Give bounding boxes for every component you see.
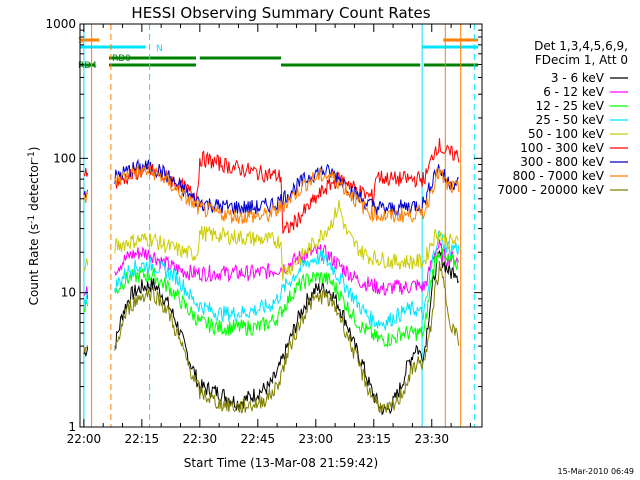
legend-label-6-12-kev: 6 - 12 keV — [543, 85, 605, 99]
y-axis-label: Count Rate (s-1 detector-1) — [27, 147, 41, 306]
legend-header-line-1: Det 1,3,4,5,6,9, — [534, 39, 628, 53]
flag-label-s: S — [78, 36, 84, 46]
legend: Det 1,3,4,5,6,9, FDecim 1, Att 0 3 - 6 k… — [497, 39, 628, 197]
series-line-50-100-kev — [83, 258, 89, 271]
y-ticks: 1 10 100 1000 — [45, 17, 482, 434]
x-tick-label: 22:15 — [125, 432, 160, 446]
boundary-lines — [83, 24, 475, 427]
x-tick-label: 22:30 — [183, 432, 218, 446]
x-tick-label: 23:15 — [356, 432, 391, 446]
legend-label-7000-20000-kev: 7000 - 20000 keV — [497, 183, 604, 197]
y-tick-label: 1 — [68, 420, 76, 434]
legend-label-300-800-kev: 300 - 800 keV — [520, 155, 604, 169]
legend-label-3-6-kev: 3 - 6 keV — [551, 71, 605, 85]
y-axis-label-sup-2: -1 — [27, 151, 37, 160]
y-tick-label: 10 — [61, 286, 76, 300]
y-axis-label-end: ) — [27, 147, 41, 152]
series-line-300-800-kev — [114, 158, 459, 216]
series-line-7000-20000-kev — [114, 260, 460, 415]
flag-label-n: N — [156, 44, 163, 54]
series-line-50-100-kev — [114, 199, 459, 281]
y-tick-label: 1000 — [45, 17, 76, 31]
x-ticks: 22:00 22:15 22:30 22:45 23:00 23:15 23:30 — [67, 24, 471, 446]
x-axis-label: Start Time (13-Mar-08 21:59:42) — [184, 456, 378, 470]
series-line-800-7000-kev — [83, 190, 89, 204]
legend-header-line-2: FDecim 1, Att 0 — [535, 53, 628, 67]
plot-frame — [79, 23, 483, 428]
legend-label-100-300-kev: 100 - 300 keV — [520, 141, 604, 155]
series-line-12-25-kev — [114, 248, 460, 349]
y-axis-label-sup-1: -1 — [27, 215, 37, 224]
x-tick-label: 22:45 — [241, 432, 276, 446]
series-line-800-7000-kev — [114, 163, 460, 224]
series-line-100-300-kev — [83, 167, 89, 177]
legend-label-25-50-kev: 25 - 50 keV — [536, 113, 605, 127]
x-tick-label: 23:30 — [414, 432, 449, 446]
series-line-25-50-kev — [114, 231, 460, 331]
legend-label-50-100-kev: 50 - 100 keV — [528, 127, 605, 141]
x-tick-label: 23:00 — [298, 432, 333, 446]
flags-layer: S N RD0 RD4 — [78, 36, 479, 71]
flag-label-rd0: RD0 — [112, 54, 131, 64]
y-axis-label-start: Count Rate (s — [27, 224, 41, 306]
series-line-7000-20000-kev — [83, 345, 89, 353]
chart-title: HESSI Observing Summary Count Rates — [131, 4, 430, 22]
flag-label-rd4: RD4 — [78, 61, 97, 71]
series-line-3-6-kev — [114, 249, 460, 415]
series-layer — [83, 138, 460, 415]
legend-label-800-7000-kev: 800 - 7000 keV — [513, 169, 605, 183]
y-tick-label: 100 — [53, 151, 76, 165]
x-tick-label: 22:00 — [67, 432, 102, 446]
series-line-100-300-kev — [114, 138, 460, 234]
timestamp: 15-Mar-2010 06:49 — [558, 467, 635, 476]
legend-label-12-25-kev: 12 - 25 keV — [536, 99, 605, 113]
y-axis-label-mid: detector — [27, 160, 41, 215]
